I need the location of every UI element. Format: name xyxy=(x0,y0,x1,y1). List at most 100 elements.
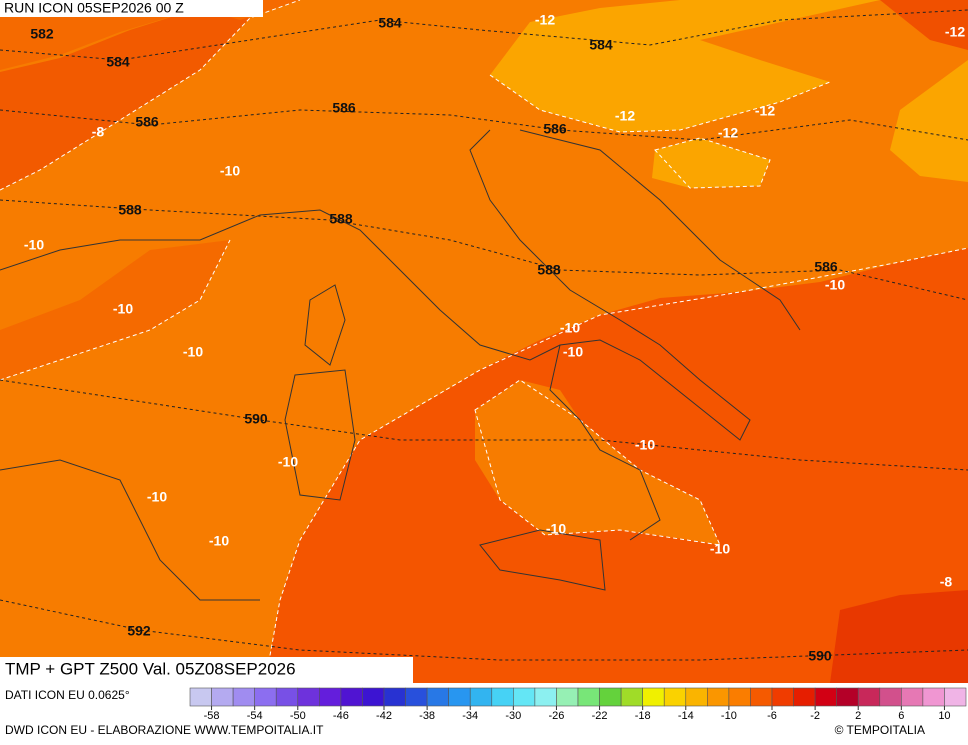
colorbar-cell xyxy=(319,687,342,707)
colorbar-cell xyxy=(685,687,708,707)
contour-label: -10 xyxy=(147,489,167,505)
product-title: TMP + GPT Z500 Val. 05Z08SEP2026 xyxy=(5,659,296,678)
warm-region xyxy=(0,8,250,190)
colorbar-cell xyxy=(707,687,730,707)
contour-label: -12 xyxy=(535,12,555,28)
data-source: DATI ICON EU 0.0625° xyxy=(5,688,130,702)
warm-region xyxy=(880,0,968,50)
contour-label: 584 xyxy=(589,37,613,53)
colorbar-cell xyxy=(383,687,406,707)
colorbar-label: -26 xyxy=(548,710,564,722)
contour-label: 586 xyxy=(135,114,159,130)
contour-label: 590 xyxy=(808,648,832,664)
cool-region xyxy=(652,138,770,188)
colorbar-cell xyxy=(362,687,385,707)
colorbar-cell xyxy=(405,687,428,707)
colorbar-cell xyxy=(879,687,902,707)
contour-label: -10 xyxy=(220,163,240,179)
colorbar-cell xyxy=(836,687,859,707)
colorbar-cell xyxy=(793,687,816,707)
colorbar-cell xyxy=(534,687,557,707)
run-title: RUN ICON 05SEP2026 00 Z xyxy=(4,0,184,16)
contour-label: -12 xyxy=(945,24,965,40)
colorbar-cell xyxy=(620,687,643,707)
colorbar-cell xyxy=(426,687,449,707)
colorbar-label: -10 xyxy=(721,710,737,722)
colorbar-cell xyxy=(297,687,320,707)
coastlines xyxy=(0,129,801,601)
colorbar-label: -50 xyxy=(290,710,306,722)
colorbar: -58 -54 -50 -46 -42 -38 -34 -30 -26 -22 -18 -14 -10-… xyxy=(189,687,967,722)
contour-label: 586 xyxy=(332,100,356,116)
contour-label: 584 xyxy=(378,15,402,31)
colorbar-cell xyxy=(232,687,255,707)
contour-label: -12 xyxy=(615,108,635,124)
contour-label: -10 xyxy=(24,237,44,253)
colorbar-label: -18 xyxy=(635,710,651,722)
colorbar-cell xyxy=(599,687,622,707)
title-box xyxy=(0,0,263,17)
contour-label: 588 xyxy=(329,211,353,227)
contour-label: 582 xyxy=(30,26,54,42)
colorbar-cell xyxy=(491,687,514,707)
colorbar-cell xyxy=(275,687,299,707)
contour-label: -10 xyxy=(209,533,229,549)
contour-label: 586 xyxy=(543,121,567,137)
contour-label: 592 xyxy=(127,623,151,639)
colorbar-cell xyxy=(728,687,751,707)
colorbar-label: -30 xyxy=(505,710,521,722)
contour-label: -8 xyxy=(92,124,105,140)
colorbar-cell xyxy=(254,687,277,707)
colorbar-cell xyxy=(814,687,837,707)
colorbar-label: -2 xyxy=(810,710,820,722)
colorbar-cell xyxy=(663,687,687,707)
contour-label: 584 xyxy=(106,54,130,70)
geopotential-isolines xyxy=(0,9,968,661)
colorbar-label: 6 xyxy=(898,710,904,722)
colorbar-cell xyxy=(211,687,234,707)
contour-label: -10 xyxy=(825,277,845,293)
contour-label: -12 xyxy=(755,103,775,119)
colorbar-label: -58 xyxy=(204,710,220,722)
credit: DWD ICON EU - ELABORAZIONE WWW.TEMPOITAL… xyxy=(5,723,324,737)
map: 582 584 586 -8 584 -12 584 -12 586 586 -12 -12 -12 -1… xyxy=(0,0,968,684)
hot-region xyxy=(830,590,968,683)
colorbar-label: -46 xyxy=(333,710,349,722)
contour-label: 588 xyxy=(118,202,142,218)
contour-label: -12 xyxy=(718,125,738,141)
contour-label: 588 xyxy=(537,262,561,278)
contour-label: -10 xyxy=(278,454,298,470)
colorbar-label: -6 xyxy=(767,710,777,722)
contour-label: -10 xyxy=(635,437,655,453)
colorbar-cell xyxy=(922,687,945,707)
contour-label: -10 xyxy=(113,301,133,317)
contour-label: 586 xyxy=(814,259,838,275)
product-box xyxy=(0,657,413,683)
contour-label: -10 xyxy=(560,320,580,336)
colorbar-label: -54 xyxy=(247,710,263,722)
colorbar-cell xyxy=(469,687,493,707)
contour-label: -10 xyxy=(546,521,566,537)
colorbar-label: 10 xyxy=(938,710,950,722)
contour-label: -10 xyxy=(183,344,203,360)
cool-region xyxy=(490,0,880,132)
contour-label: -10 xyxy=(710,541,730,557)
colorbar-label: -34 xyxy=(462,710,478,722)
colorbar-label: -38 xyxy=(419,710,435,722)
colorbar-cell xyxy=(448,687,471,707)
colorbar-label: -42 xyxy=(376,710,392,722)
warm-region xyxy=(0,0,300,70)
colorbar-cell xyxy=(750,687,773,707)
colorbar-cell xyxy=(771,687,794,707)
colorbar-label: -14 xyxy=(678,710,694,722)
colorbar-cell xyxy=(513,687,536,707)
colorbar-cell xyxy=(340,687,363,707)
colorbar-cell xyxy=(189,687,212,707)
colorbar-cell xyxy=(901,687,924,707)
mild-region xyxy=(475,380,720,545)
colorbar-cell xyxy=(556,687,579,707)
colorbar-cell xyxy=(857,687,881,707)
colorbar-label: -22 xyxy=(592,710,608,722)
cool-region xyxy=(890,60,968,182)
